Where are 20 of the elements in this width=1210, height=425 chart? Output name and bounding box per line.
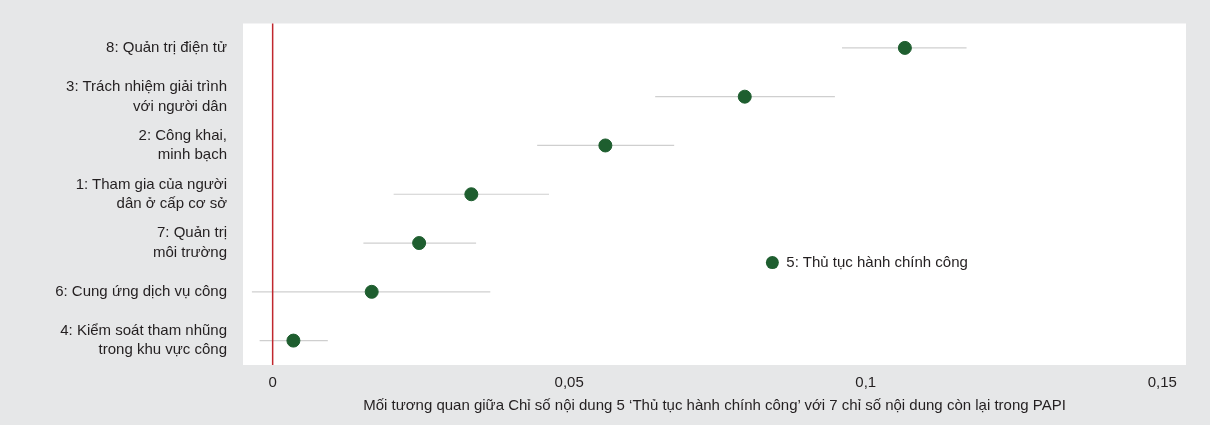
y-tick-label: 1: Tham gia của người dân ở cấp cơ sở <box>75 174 228 212</box>
y-tick-label: 4: Kiểm soát tham nhũng trong khu vực công <box>60 321 227 358</box>
point <box>412 236 427 251</box>
x-tick-label: 0,1 <box>855 373 877 391</box>
point <box>286 333 301 348</box>
point <box>737 89 752 104</box>
x-tick-label: 0,15 <box>1147 373 1177 391</box>
y-tick-label: 6: Cung ứng dịch vụ công <box>55 281 227 299</box>
point <box>464 187 479 202</box>
x-axis-title: Mối tương quan giữa Chỉ số nội dung 5 ‘Thủ tục hành chính công’ với 7 chỉ số nội dung còn lại trong PAPI <box>363 396 1066 414</box>
point <box>897 40 912 55</box>
legend-label: 5: Thủ tục hành chính công <box>786 252 968 270</box>
point <box>364 284 379 299</box>
x-tick-label: 0,05 <box>554 373 584 391</box>
x-tick-label: 0 <box>268 373 277 391</box>
y-tick-label: 3: Trách nhiệm giải trình với người dân <box>66 77 227 114</box>
point <box>598 138 613 153</box>
y-tick-label: 7: Quản trị môi trường <box>152 223 227 260</box>
y-tick-label: 2: Công khai, minh bạch <box>138 125 227 163</box>
y-tick-label: 8: Quản trị điện tử <box>106 38 227 56</box>
